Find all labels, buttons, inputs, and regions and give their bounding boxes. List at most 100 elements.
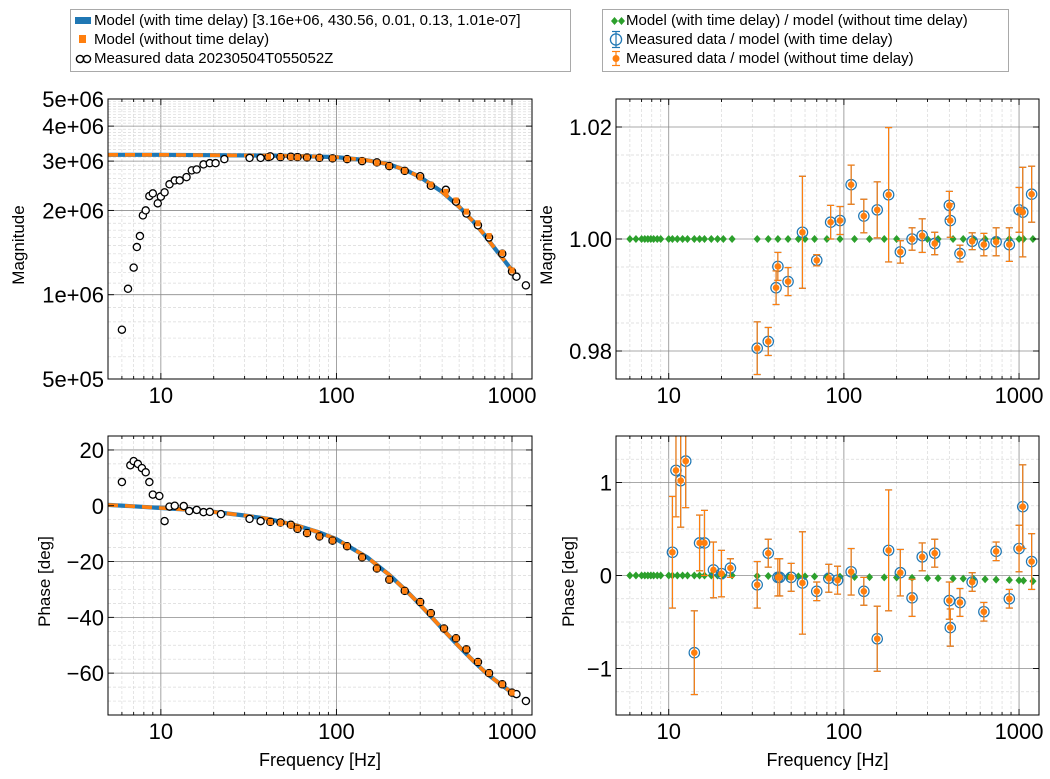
x-tick-label: 1000 — [488, 719, 537, 744]
data-point-model-ratio — [784, 235, 792, 243]
data-point-measured — [175, 176, 184, 185]
data-point-measured — [170, 501, 180, 510]
data-point-ratio-without-delay — [669, 548, 676, 556]
y-tick-label: −20 — [67, 550, 104, 575]
data-point-ratio-without-delay — [696, 539, 703, 547]
data-point-model-without-delay — [386, 576, 392, 583]
legend-marker-icon — [609, 30, 623, 49]
data-point-model-ratio — [1015, 576, 1023, 585]
data-point-model-without-delay — [344, 543, 350, 550]
data-point-ratio-without-delay — [682, 457, 690, 465]
y-tick-label: 20 — [80, 438, 104, 463]
data-point-measured — [182, 172, 191, 182]
ticks — [107, 98, 532, 380]
data-point-ratio-without-delay — [968, 578, 976, 586]
legend-marker-icon — [611, 17, 625, 25]
data-point-ratio-without-delay — [956, 599, 964, 606]
data-point-ratio-without-delay — [873, 206, 881, 214]
data-point-model-ratio — [668, 235, 677, 243]
data-point-ratio-without-delay — [701, 539, 708, 547]
data-point-ratio-without-delay — [968, 237, 976, 245]
data-point-ratio-without-delay — [774, 263, 782, 270]
data-point-measured — [155, 491, 164, 501]
data-point-ratio-without-delay — [825, 574, 833, 582]
x-tick-label: 100 — [318, 383, 355, 408]
data-point-measured — [211, 158, 220, 168]
data-point-model-ratio — [959, 235, 967, 243]
data-point-ratio-without-delay — [847, 181, 855, 188]
data-point-model-without-delay — [316, 154, 323, 161]
data-point-model-without-delay — [374, 565, 380, 572]
data-point-model-ratio — [923, 235, 932, 243]
data-point-model-without-delay — [499, 681, 505, 688]
legend-label: Measured data 20230504T055052Z — [94, 50, 334, 67]
data-point-measured — [256, 153, 265, 163]
data-point-model-without-delay — [453, 635, 459, 642]
data-point-model-ratio — [893, 573, 901, 582]
data-point-ratio-without-delay — [727, 564, 734, 572]
y-tick-label: 1e+06 — [42, 283, 104, 308]
data-point-model-without-delay — [443, 188, 449, 195]
x-tick-label: 10 — [149, 383, 173, 408]
data-point-measured — [148, 189, 158, 198]
data-point-model-ratio — [728, 235, 736, 243]
ticks — [107, 436, 532, 715]
x-tick-label: 100 — [826, 719, 863, 744]
data-point-ratio-without-delay — [1015, 545, 1023, 552]
data-point-model-ratio — [695, 235, 704, 243]
x-tick-label: 1000 — [488, 383, 537, 408]
data-point-ratio-without-delay — [799, 228, 806, 236]
data-point-ratio-without-delay — [860, 212, 868, 220]
data-point-measured — [123, 284, 133, 294]
data-point-model-ratio — [850, 235, 859, 243]
data-point-measured — [160, 516, 169, 526]
data-point-ratio-without-delay — [918, 553, 926, 561]
data-point-ratio-without-delay — [1028, 558, 1035, 565]
data-point-model-ratio — [992, 575, 1000, 584]
data-point-ratio-without-delay — [908, 235, 916, 243]
x-tick-label: 100 — [826, 383, 863, 408]
data-point-model-without-delay — [265, 153, 272, 160]
data-point-ratio-without-delay — [764, 549, 772, 557]
data-point-ratio-without-delay — [691, 649, 698, 656]
y-axis-label: Phase [deg] — [35, 536, 54, 627]
data-point-model-ratio — [934, 574, 942, 583]
data-point-ratio-without-delay — [718, 570, 725, 577]
data-point-model-without-delay — [316, 533, 323, 540]
data-point-ratio-without-delay — [980, 608, 988, 616]
data-point-model-ratio — [981, 575, 989, 584]
data-point-ratio-without-delay — [776, 574, 783, 581]
data-point-model-without-delay — [428, 610, 434, 617]
data-point-ratio-without-delay — [908, 594, 916, 602]
data-point-model-ratio — [665, 235, 673, 243]
y-tick-label: 1.02 — [569, 115, 612, 140]
data-point-measured — [135, 231, 145, 241]
data-point-ratio-without-delay — [1028, 190, 1035, 198]
data-point-measured — [256, 516, 265, 526]
legend-label: Model (with time delay) [3.16e+06, 430.5… — [94, 12, 521, 29]
data-point-model-ratio — [678, 571, 687, 580]
ticks — [615, 99, 1039, 379]
data-point-model-ratio — [690, 235, 698, 243]
data-point-model-without-delay — [267, 518, 273, 525]
data-point-model-ratio — [865, 235, 874, 243]
data-point-model-without-delay — [304, 530, 310, 537]
data-layer — [626, 126, 1038, 376]
data-point-model-ratio — [836, 235, 844, 243]
data-point-model-ratio — [865, 573, 874, 582]
data-point-ratio-without-delay — [677, 477, 684, 484]
data-point-model-without-delay — [386, 163, 392, 170]
data-point-model-ratio — [657, 235, 665, 243]
data-point-model-ratio — [700, 235, 709, 243]
y-tick-label: −40 — [67, 605, 104, 630]
legend-label: Measured data / model (without time dela… — [626, 50, 914, 67]
data-point-ratio-without-delay — [956, 250, 964, 257]
data-point-model-without-delay — [402, 587, 408, 594]
data-point-ratio-without-delay — [1006, 595, 1013, 603]
data-point-measured — [117, 325, 127, 334]
series-line-model-with-delay — [108, 152, 514, 272]
data-point-model-ratio — [683, 235, 692, 243]
data-point-model-without-delay — [277, 520, 284, 527]
data-point-ratio-without-delay — [931, 240, 939, 247]
